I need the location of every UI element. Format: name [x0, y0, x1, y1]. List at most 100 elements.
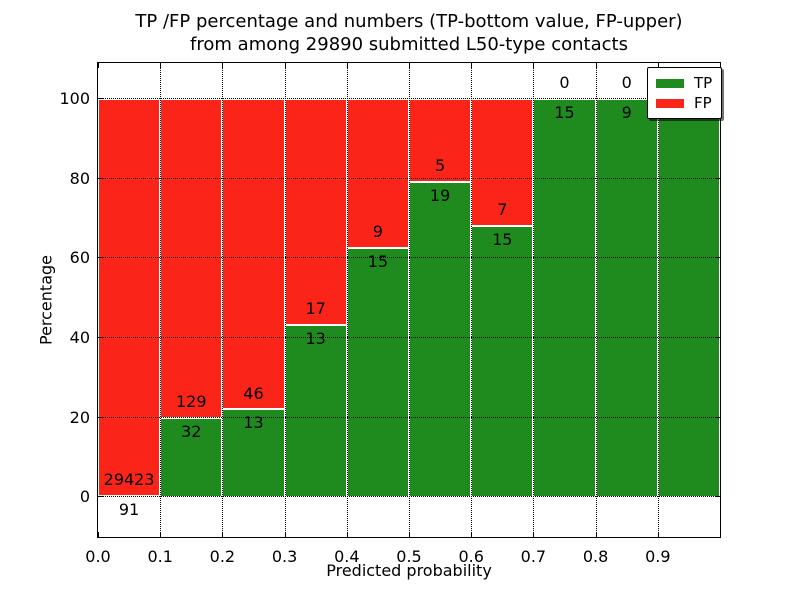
gridline-vertical [160, 63, 162, 537]
bar-segment-fp [471, 98, 534, 226]
fp-count-label: 0 [621, 72, 632, 92]
x-tick-label: 0.0 [85, 547, 111, 566]
tp-count-label: 13 [305, 328, 326, 348]
y-tick-label: 100 [59, 88, 90, 108]
tick-mark-right [715, 336, 720, 338]
fp-count-label: 29423 [103, 470, 155, 490]
bar-segment-tp [160, 418, 223, 498]
gridline-vertical [471, 63, 473, 537]
bar-segment-tp [471, 225, 534, 498]
fp-count-label: 5 [435, 155, 446, 175]
legend-swatch-tp-icon [656, 78, 684, 88]
bar-segment-tp [346, 248, 409, 498]
fp-count-label: 7 [497, 199, 508, 219]
bar-segment-tp [533, 98, 596, 498]
bar-segment-fp [222, 98, 285, 410]
bar-segment-fp [409, 98, 472, 182]
tick-mark-right [715, 496, 720, 498]
tick-mark-bottom [595, 532, 597, 537]
x-tick-label: 0.5 [396, 547, 422, 566]
fp-count-label: 9 [372, 222, 383, 242]
x-tick-label: 0.6 [458, 547, 484, 566]
tp-count-label: 15 [554, 102, 575, 122]
tp-count-label: 15 [492, 229, 513, 249]
tp-count-label: 32 [181, 421, 202, 441]
tick-mark-top [657, 63, 659, 68]
tick-mark-bottom [657, 532, 659, 537]
tick-mark-top [222, 63, 224, 68]
tick-mark-left [98, 336, 103, 338]
legend: TP FP [647, 67, 723, 119]
tick-mark-left [98, 496, 103, 498]
x-tick-label: 0.7 [520, 547, 547, 566]
x-tick-label: 0.4 [334, 547, 360, 566]
tick-mark-right [715, 416, 720, 418]
x-axis-label: Predicted probability [326, 561, 492, 580]
tick-mark-bottom [98, 532, 99, 537]
bar-segment-tp [657, 98, 720, 498]
tick-mark-top [409, 63, 410, 68]
tick-mark-top [595, 63, 597, 68]
gridline-vertical [222, 63, 224, 537]
tp-count-label: 19 [429, 185, 451, 205]
tick-mark-bottom [284, 532, 286, 537]
tick-mark-top [346, 63, 348, 68]
plot-area: TP FP 29423 91 129 32 46 13 17 13 9 15 5 19 7 15 0 15 0 9… [59, 62, 723, 566]
gridline-vertical [284, 63, 286, 537]
tick-mark-top [284, 63, 286, 68]
tick-mark-left [98, 177, 103, 179]
tick-mark-left [98, 97, 103, 99]
gridline-vertical [595, 63, 597, 537]
legend-label-tp: TP [694, 74, 713, 92]
gridline-vertical [533, 63, 535, 537]
tick-mark-top [471, 63, 473, 68]
tick-mark-left [98, 416, 103, 418]
y-tick-label: 0 [79, 487, 90, 507]
tick-mark-bottom [409, 532, 410, 537]
tick-mark-right [715, 257, 720, 259]
tick-mark-bottom [471, 532, 473, 537]
chart-title-line2: from among 29890 submitted L50-type cont… [190, 34, 628, 55]
chart-title-line1: TP /FP percentage and numbers (TP-bottom… [135, 11, 683, 32]
tick-mark-right [715, 177, 720, 179]
fp-count-label: 46 [243, 383, 264, 403]
legend-item-tp: TP [656, 73, 712, 93]
y-tick-label: 60 [69, 248, 90, 268]
chart-title: TP /FP percentage and numbers (TP-bottom… [97, 10, 721, 56]
legend-label-fp: FP [694, 94, 712, 112]
x-tick-label: 0.8 [582, 547, 609, 566]
tick-mark-top [98, 63, 99, 68]
fp-count-label: 129 [176, 392, 207, 412]
bar-segment-fp [284, 98, 347, 325]
bar-segment-fp [346, 98, 409, 249]
fp-count-label: 0 [559, 72, 570, 92]
x-tick-label: 0.1 [147, 547, 173, 566]
tp-count-label: 9 [621, 102, 632, 122]
bar-segment-tp [222, 409, 285, 498]
tp-count-label: 13 [243, 413, 264, 433]
y-tick-label: 20 [69, 407, 90, 427]
bar-segment-tp [284, 324, 347, 498]
y-tick-label: 80 [69, 168, 90, 188]
bar-segment-fp [98, 98, 161, 496]
tick-mark-bottom [346, 532, 348, 537]
tick-mark-bottom [533, 532, 535, 537]
bar-segment-tp [595, 98, 658, 498]
tick-mark-top [533, 63, 535, 68]
gridline-vertical [346, 63, 348, 537]
x-tick-label: 0.3 [271, 547, 298, 566]
x-tick-label: 0.9 [645, 547, 671, 566]
x-tick-label: 0.2 [209, 547, 236, 566]
tp-count-label: 15 [367, 252, 389, 272]
tick-mark-top [160, 63, 162, 68]
tp-count-label: 91 [118, 499, 140, 519]
gridline-vertical [657, 63, 659, 537]
fp-count-label: 17 [305, 298, 326, 318]
y-tick-label: 40 [69, 327, 90, 347]
tick-mark-bottom [222, 532, 224, 537]
bar-segment-fp [160, 98, 223, 418]
legend-swatch-fp-icon [656, 98, 684, 108]
bar-segment-tp [409, 181, 472, 498]
tick-mark-left [98, 257, 103, 259]
